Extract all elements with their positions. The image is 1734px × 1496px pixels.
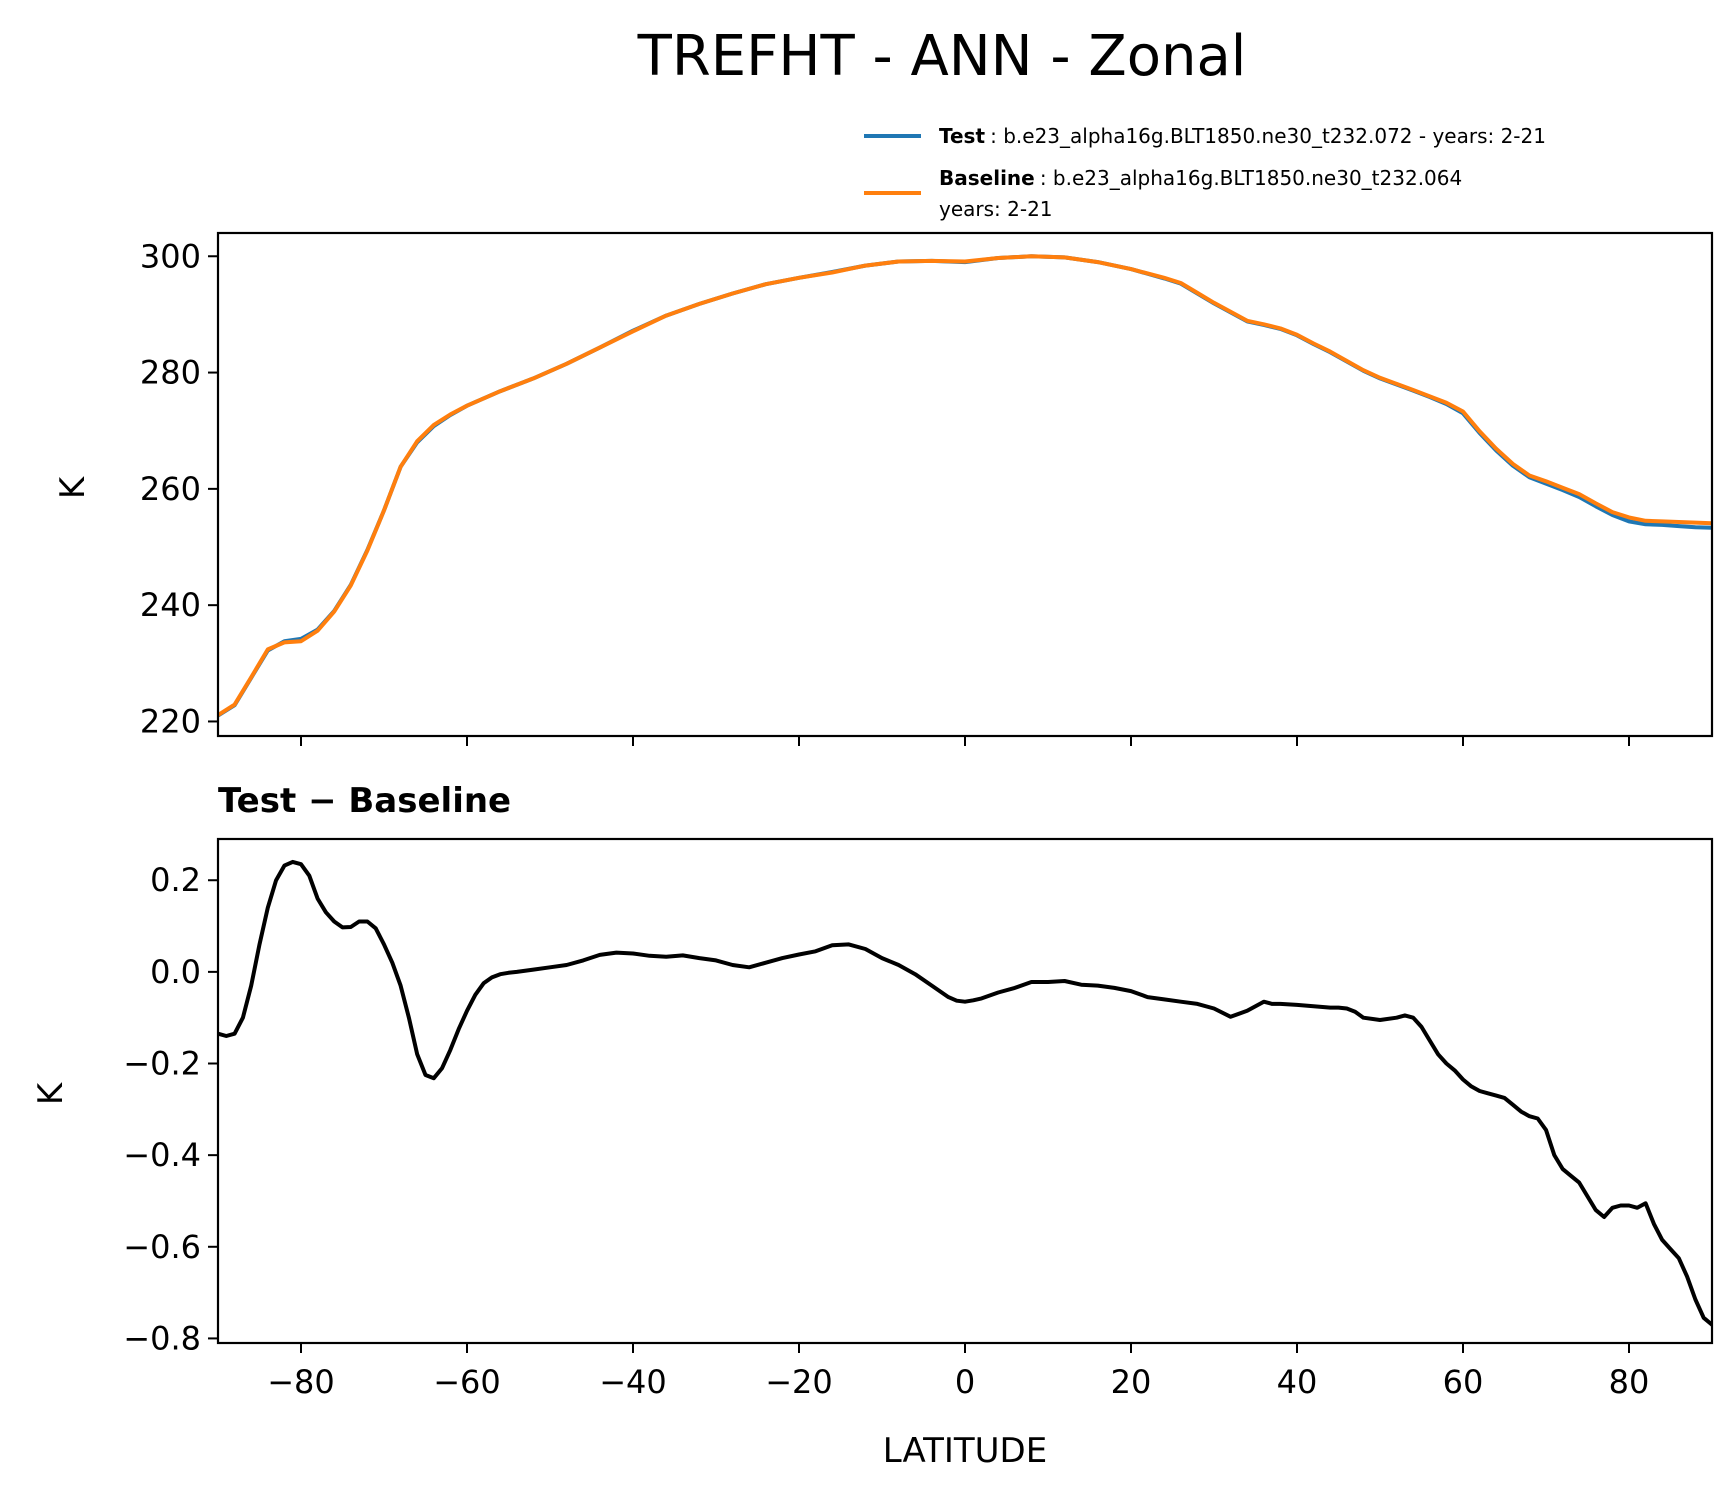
y-tick-label: −0.2 — [123, 1045, 201, 1083]
x-tick-label: −20 — [765, 1363, 833, 1401]
figure-title: TREFHT - ANN - Zonal — [637, 24, 1247, 89]
y-tick-label: 280 — [140, 354, 201, 392]
y-tick-label: 240 — [140, 586, 201, 624]
svg-text:Test : b.e23_alpha16g.BL: Test : b.e23_alpha16g.BLT1850.ne30_t232.… — [939, 124, 1546, 148]
bottom-x-ticks: −80 −60 −40 −20 0 20 40 60 80 — [267, 1343, 1649, 1401]
y-tick-label: 260 — [140, 470, 201, 508]
top-y-axis-label: K — [53, 475, 93, 499]
series-line-test-baseline — [218, 859, 1712, 1327]
x-tick-label: −60 — [433, 1363, 501, 1401]
top-y-ticks: 220 240 260 280 300 — [140, 237, 218, 740]
bottom-series — [218, 859, 1712, 1327]
y-tick-label: −0.6 — [123, 1228, 201, 1266]
x-tick-label: −80 — [267, 1363, 335, 1401]
legend-baseline-text: : b.e23_alpha16g.BLT1850.ne30_t232.064 — [1040, 166, 1462, 190]
x-tick-label: 20 — [1111, 1363, 1152, 1401]
legend-baseline-label: Baseline — [939, 166, 1035, 190]
y-tick-label: 0.0 — [150, 953, 201, 991]
svg-text:Baseline : b.e23_alpha16: Baseline : b.e23_alpha16g.BLT1850.ne30_t… — [939, 166, 1462, 190]
top-axes-frame — [216, 231, 1714, 738]
y-tick-label: 220 — [140, 702, 201, 740]
x-tick-label: 0 — [955, 1363, 975, 1401]
x-tick-label: 60 — [1443, 1363, 1484, 1401]
difference-subplot-title: Test − Baseline — [218, 781, 511, 821]
y-tick-label: 0.2 — [150, 861, 201, 899]
y-tick-label: 300 — [140, 237, 201, 275]
series-line-baseline — [218, 254, 1712, 718]
x-axis-label: LATITUDE — [883, 1431, 1047, 1471]
y-tick-label: −0.8 — [123, 1319, 201, 1357]
legend-test-text: : b.e23_alpha16g.BLT1850.ne30_t232.072 -… — [990, 124, 1546, 148]
top-series — [218, 254, 1712, 718]
y-tick-label: −0.4 — [123, 1136, 201, 1174]
legend-baseline-years: years: 2-21 — [939, 197, 1053, 221]
bottom-y-axis-label: K — [31, 1081, 71, 1105]
x-tick-label: 80 — [1609, 1363, 1650, 1401]
bottom-y-ticks: −0.8 −0.6 −0.4 −0.2 0.0 0.2 — [123, 861, 218, 1357]
legend-test-label: Test — [939, 124, 985, 148]
bottom-panel: Test − Baseline −0.8 −0.6 −0.4 −0.2 0.0 0.2 −… — [31, 781, 1714, 1471]
x-tick-label: 40 — [1277, 1363, 1318, 1401]
top-x-ticks — [300, 736, 1630, 746]
x-tick-label: −40 — [599, 1363, 667, 1401]
bottom-axes-frame — [216, 837, 1714, 1345]
top-panel: 220 240 260 280 300 K — [53, 231, 1714, 746]
legend: Test : b.e23_alpha16g.BLT1850.ne30_t232.… — [864, 124, 1546, 221]
